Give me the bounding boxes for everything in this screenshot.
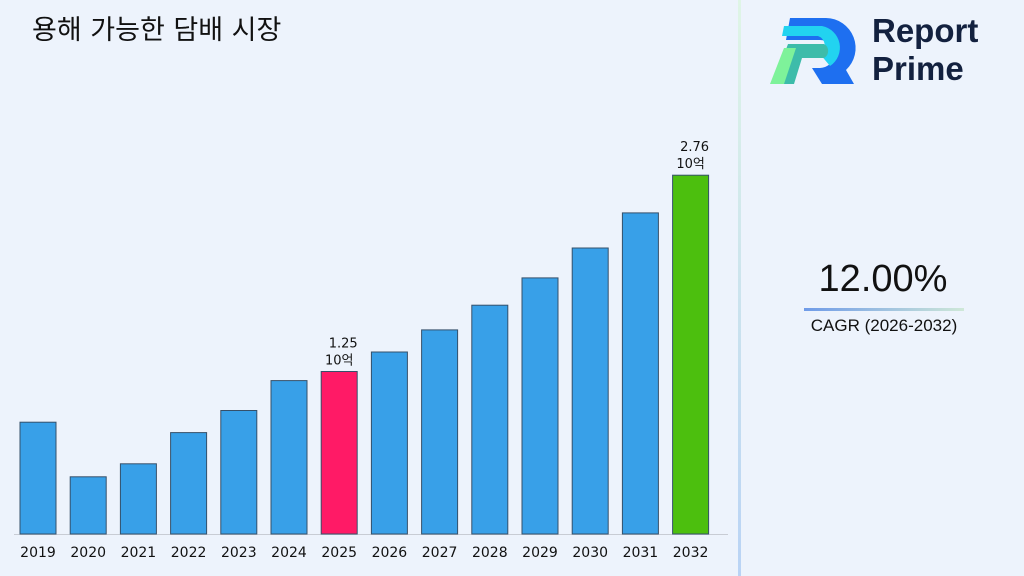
data-label-value: 1.25 xyxy=(329,337,358,352)
cagr-label: CAGR (2026-2032) xyxy=(810,316,958,335)
bar-2031 xyxy=(621,212,659,535)
x-tick-label: 2023 xyxy=(221,545,257,561)
bar-2032 xyxy=(672,174,710,535)
bar-2020 xyxy=(69,476,107,535)
x-tick-label: 2032 xyxy=(673,545,709,561)
x-tick-label: 2029 xyxy=(522,545,558,561)
bar-2029 xyxy=(521,277,559,535)
bar-2021 xyxy=(119,463,157,535)
bar-2030 xyxy=(571,247,609,535)
bar-2025 xyxy=(320,371,358,535)
bar-2026 xyxy=(370,351,408,535)
cagr-value: 12.00% xyxy=(818,258,948,300)
bar-2019 xyxy=(19,421,57,535)
data-label-unit: 10억 xyxy=(676,157,705,172)
x-tick-label: 2019 xyxy=(20,545,56,561)
report-prime-logo-icon xyxy=(770,18,856,84)
bar-2027 xyxy=(421,329,459,535)
x-tick-label: 2028 xyxy=(472,545,508,561)
divider xyxy=(738,0,741,576)
logo-line2: Prime xyxy=(872,50,964,87)
data-label-unit: 10억 xyxy=(325,354,354,369)
x-tick-label: 2021 xyxy=(121,545,157,561)
data-label-value: 2.76 xyxy=(680,140,709,155)
bar-chart: 2019 2020 2021 2022 2023 2024 2025 1.25 10억 2026 2… xyxy=(14,140,728,561)
bar-2024 xyxy=(270,380,308,535)
x-tick-label: 2030 xyxy=(572,545,608,561)
bar-2028 xyxy=(471,304,509,535)
x-tick-label: 2020 xyxy=(70,545,106,561)
x-tick-label: 2027 xyxy=(422,545,458,561)
x-tick-label: 2024 xyxy=(271,545,307,561)
x-tick-label: 2025 xyxy=(321,545,357,561)
x-tick-label: 2031 xyxy=(623,545,659,561)
bar-2023 xyxy=(220,410,258,535)
bar-2022 xyxy=(170,432,208,535)
x-tick-label: 2026 xyxy=(372,545,408,561)
cagr-underline xyxy=(804,308,964,311)
logo-line1: Report xyxy=(872,12,979,49)
x-tick-label: 2022 xyxy=(171,545,207,561)
chart-title: 용해 가능한 담배 시장 xyxy=(32,15,282,46)
logo-text: Report Prime xyxy=(872,12,978,88)
